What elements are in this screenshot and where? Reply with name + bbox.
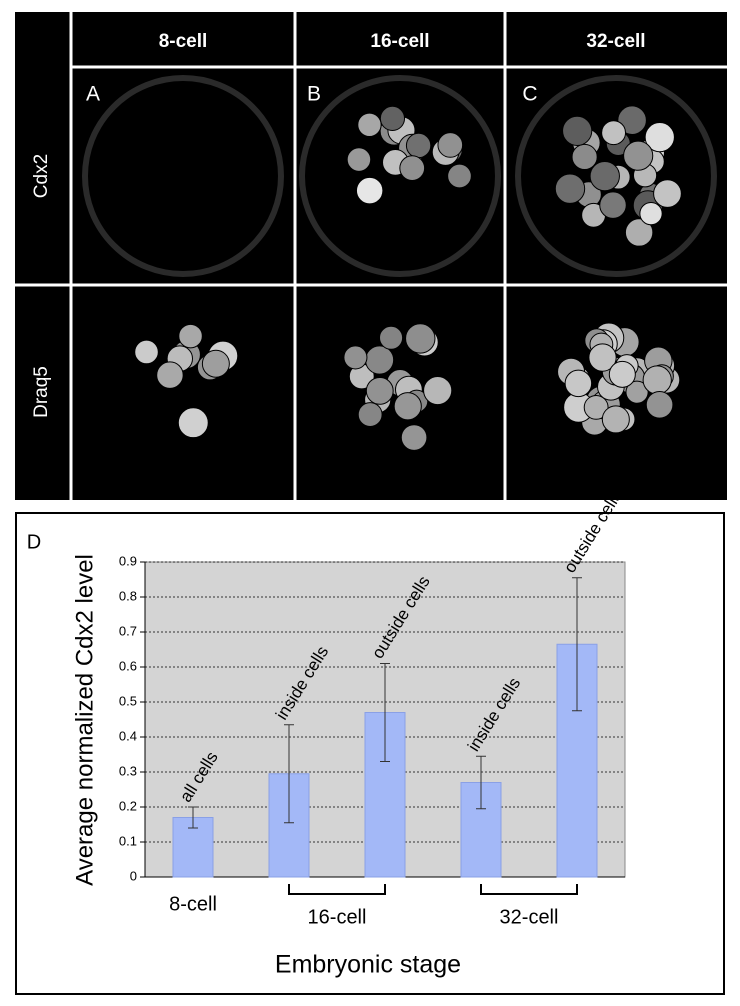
nucleus [379, 325, 404, 350]
y-tick-label: 0.7 [119, 623, 137, 638]
nucleus [639, 202, 663, 226]
column-header: 8-cell [159, 31, 208, 52]
nucleus [625, 380, 649, 404]
nucleus [134, 339, 159, 365]
nucleus [177, 407, 209, 439]
y-axis-label: Average normalized Cdx2 level [71, 554, 98, 886]
group-bracket [288, 884, 386, 895]
nucleus [423, 375, 453, 406]
nucleus [608, 360, 636, 388]
y-tick-label: 0.6 [119, 658, 137, 673]
y-tick-label: 0.3 [119, 763, 137, 778]
group-label: 16-cell [308, 906, 367, 928]
y-tick-label: 0.4 [119, 728, 137, 743]
nucleus [365, 376, 394, 405]
panel-dividers [15, 12, 727, 500]
nucleus [379, 105, 406, 131]
group-label: 32-cell [500, 906, 559, 928]
zona [515, 75, 717, 277]
x-axis-label: Embryonic stage [275, 951, 461, 979]
panel-letter: D [27, 531, 41, 553]
nucleus [562, 115, 593, 146]
nucleus [400, 424, 428, 451]
nucleus [201, 349, 230, 378]
row-label: Draq5 [31, 366, 52, 418]
y-tick-label: 0.1 [119, 833, 137, 848]
y-tick-label: 0 [130, 868, 137, 883]
panel-letter: C [522, 83, 537, 106]
column-header: 16-cell [370, 31, 429, 52]
nucleus [624, 218, 654, 247]
nucleus [393, 392, 422, 421]
nucleus [583, 394, 609, 420]
zona [299, 75, 501, 277]
nucleus [554, 173, 586, 204]
nucleus [601, 120, 627, 146]
y-tick-label: 0.8 [119, 588, 137, 603]
nucleus [399, 155, 426, 182]
nucleus [642, 365, 672, 395]
nucleus [617, 105, 647, 135]
nucleus [355, 176, 384, 205]
nucleus [588, 343, 617, 372]
panel-letter-bg [80, 80, 106, 108]
row-label: Cdx2 [31, 154, 52, 198]
nucleus [156, 361, 184, 389]
nucleus [447, 163, 472, 189]
nucleus [589, 160, 620, 192]
y-tick-label: 0.2 [119, 798, 137, 813]
nucleus [599, 191, 627, 219]
nucleus [364, 345, 395, 375]
nucleus [357, 402, 383, 428]
nucleus [601, 405, 630, 434]
column-header: 32-cell [586, 31, 645, 52]
nucleus [645, 390, 674, 419]
nucleus [623, 140, 654, 171]
group-label: 8-cell [169, 893, 217, 915]
nucleus [564, 369, 593, 398]
micrographs [82, 75, 717, 452]
group-bracket [480, 884, 578, 895]
nucleus [653, 179, 682, 208]
nucleus [405, 323, 436, 354]
nucleus [357, 112, 382, 137]
y-tick-label: 0.5 [119, 693, 137, 708]
nucleus [644, 122, 675, 153]
nucleus [571, 143, 598, 171]
nucleus [343, 345, 368, 370]
panel-letter: B [307, 83, 321, 106]
nucleus [405, 132, 432, 159]
nucleus [346, 147, 372, 172]
nucleus [178, 323, 203, 349]
nucleus [437, 132, 464, 158]
panel-letter: A [86, 83, 100, 106]
y-tick-label: 0.9 [119, 553, 137, 568]
zona [82, 75, 284, 277]
